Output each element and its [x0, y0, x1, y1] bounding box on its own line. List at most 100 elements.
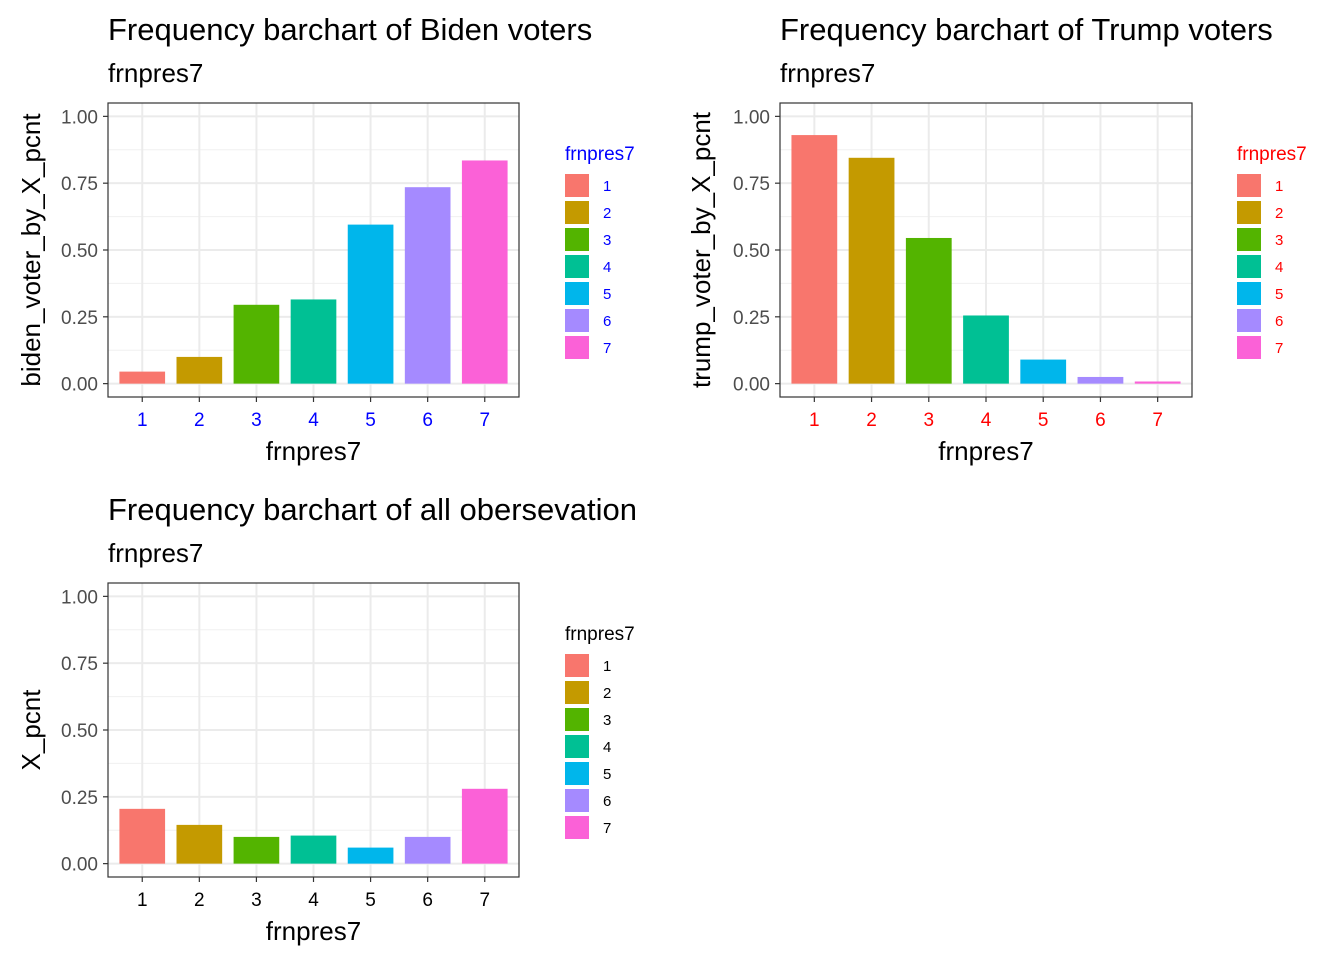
x-tick-label: 7: [479, 890, 490, 911]
legend-key-6: [565, 789, 589, 812]
bar-3: [233, 304, 280, 384]
bar-6: [404, 187, 451, 384]
legend-key-5: [565, 282, 589, 305]
legend-label-4: 4: [603, 739, 611, 756]
legend-title: frnpres7: [565, 624, 635, 645]
legend: frnpres7 1 2 3 4 5 6 7: [565, 144, 635, 359]
bar-1: [119, 808, 166, 864]
legend-key-4: [565, 735, 589, 758]
legend-key-3: [565, 228, 589, 251]
x-tick-label: 4: [308, 410, 319, 431]
legend-key-2: [565, 201, 589, 224]
chart-subtitle: frnpres7: [108, 58, 203, 88]
legend-key-1: [565, 654, 589, 677]
chart-title: Frequency barchart of Trump voters: [780, 12, 1273, 47]
y-tick-label: 0.50: [61, 721, 98, 742]
bar-6: [1077, 376, 1124, 384]
bar-4: [290, 835, 337, 864]
legend-key-6: [1237, 309, 1261, 332]
chart-subtitle: frnpres7: [780, 58, 875, 88]
legend-key-2: [565, 681, 589, 704]
legend-label-6: 6: [1275, 313, 1283, 330]
bar-2: [848, 157, 895, 384]
legend-key-1: [1237, 174, 1261, 197]
chart-title: Frequency barchart of all obersevation: [108, 492, 637, 527]
y-tick-label: 1.00: [733, 107, 770, 128]
bar-2: [176, 824, 223, 864]
legend: frnpres7 1 2 3 4 5 6 7: [1237, 144, 1307, 359]
y-tick-label: 1.00: [61, 107, 98, 128]
bar-1: [119, 371, 166, 384]
legend-label-1: 1: [1275, 178, 1283, 195]
legend-label-7: 7: [1275, 340, 1283, 357]
x-tick-label: 5: [365, 410, 376, 431]
legend-label-1: 1: [603, 178, 611, 195]
legend-label-3: 3: [1275, 232, 1283, 249]
legend-label-5: 5: [1275, 286, 1283, 303]
y-tick-label: 0.25: [61, 308, 98, 329]
legend-key-3: [1237, 228, 1261, 251]
legend: frnpres7 1 2 3 4 5 6 7: [565, 624, 635, 839]
legend-key-7: [1237, 336, 1261, 359]
legend-label-2: 2: [1275, 205, 1283, 222]
x-tick-label: 4: [981, 410, 992, 431]
x-tick-label: 3: [251, 410, 262, 431]
y-tick-label: 0.25: [61, 788, 98, 809]
legend-label-5: 5: [603, 766, 611, 783]
legend-label-4: 4: [1275, 259, 1283, 276]
chart-1: 0.00 0.25 0.50 0.75 1.00 1 2 3 4 5 6 7 Frequency bar…: [16, 12, 635, 466]
x-axis-title: frnpres7: [266, 436, 361, 466]
bar-4: [290, 299, 337, 384]
bar-3: [905, 237, 952, 384]
bar-3: [233, 836, 280, 864]
x-tick-label: 6: [1095, 410, 1106, 431]
chart-subtitle: frnpres7: [108, 538, 203, 568]
x-tick-label: 2: [194, 410, 205, 431]
bar-5: [347, 224, 394, 384]
bar-7: [461, 788, 508, 864]
legend-key-5: [565, 762, 589, 785]
x-tick-label: 1: [137, 890, 148, 911]
chart-title: Frequency barchart of Biden voters: [108, 12, 592, 47]
legend-label-1: 1: [603, 658, 611, 675]
x-tick-label: 3: [251, 890, 262, 911]
x-tick-label: 7: [479, 410, 490, 431]
y-tick-label: 0.50: [61, 241, 98, 262]
y-tick-label: 0.00: [61, 855, 98, 876]
legend-key-7: [565, 336, 589, 359]
legend-label-7: 7: [603, 340, 611, 357]
legend-label-2: 2: [603, 685, 611, 702]
chart-2: 0.00 0.25 0.50 0.75 1.00 1 2 3 4 5 6 7 Frequency bar…: [686, 12, 1307, 466]
x-tick-label: 3: [923, 410, 934, 431]
x-tick-label: 4: [308, 890, 319, 911]
legend-key-3: [565, 708, 589, 731]
y-tick-label: 0.00: [61, 375, 98, 396]
bar-6: [404, 836, 451, 864]
legend-label-2: 2: [603, 205, 611, 222]
chart-3: 0.00 0.25 0.50 0.75 1.00 1 2 3 4 5 6 7 Frequency bar…: [16, 492, 637, 946]
bar-4: [963, 315, 1009, 384]
legend-label-3: 3: [603, 712, 611, 729]
legend-title: frnpres7: [1237, 144, 1307, 165]
x-tick-label: 5: [365, 890, 376, 911]
y-tick-label: 0.25: [733, 308, 770, 329]
legend-key-2: [1237, 201, 1261, 224]
legend-key-7: [565, 816, 589, 839]
y-tick-label: 1.00: [61, 587, 98, 608]
bar-1: [791, 135, 838, 384]
legend-label-5: 5: [603, 286, 611, 303]
legend-label-3: 3: [603, 232, 611, 249]
y-tick-label: 0.00: [733, 375, 770, 396]
y-tick-label: 0.75: [61, 654, 98, 675]
x-tick-label: 1: [809, 410, 820, 431]
x-axis-title: frnpres7: [938, 436, 1033, 466]
y-axis-title: trump_voter_by_X_pcnt: [686, 111, 716, 388]
legend-label-6: 6: [603, 313, 611, 330]
legend-label-6: 6: [603, 793, 611, 810]
legend-key-4: [1237, 255, 1261, 278]
x-tick-label: 2: [194, 890, 205, 911]
legend-key-1: [565, 174, 589, 197]
x-axis-title: frnpres7: [266, 916, 361, 946]
y-axis-title: biden_voter_by_X_pcnt: [16, 113, 46, 387]
